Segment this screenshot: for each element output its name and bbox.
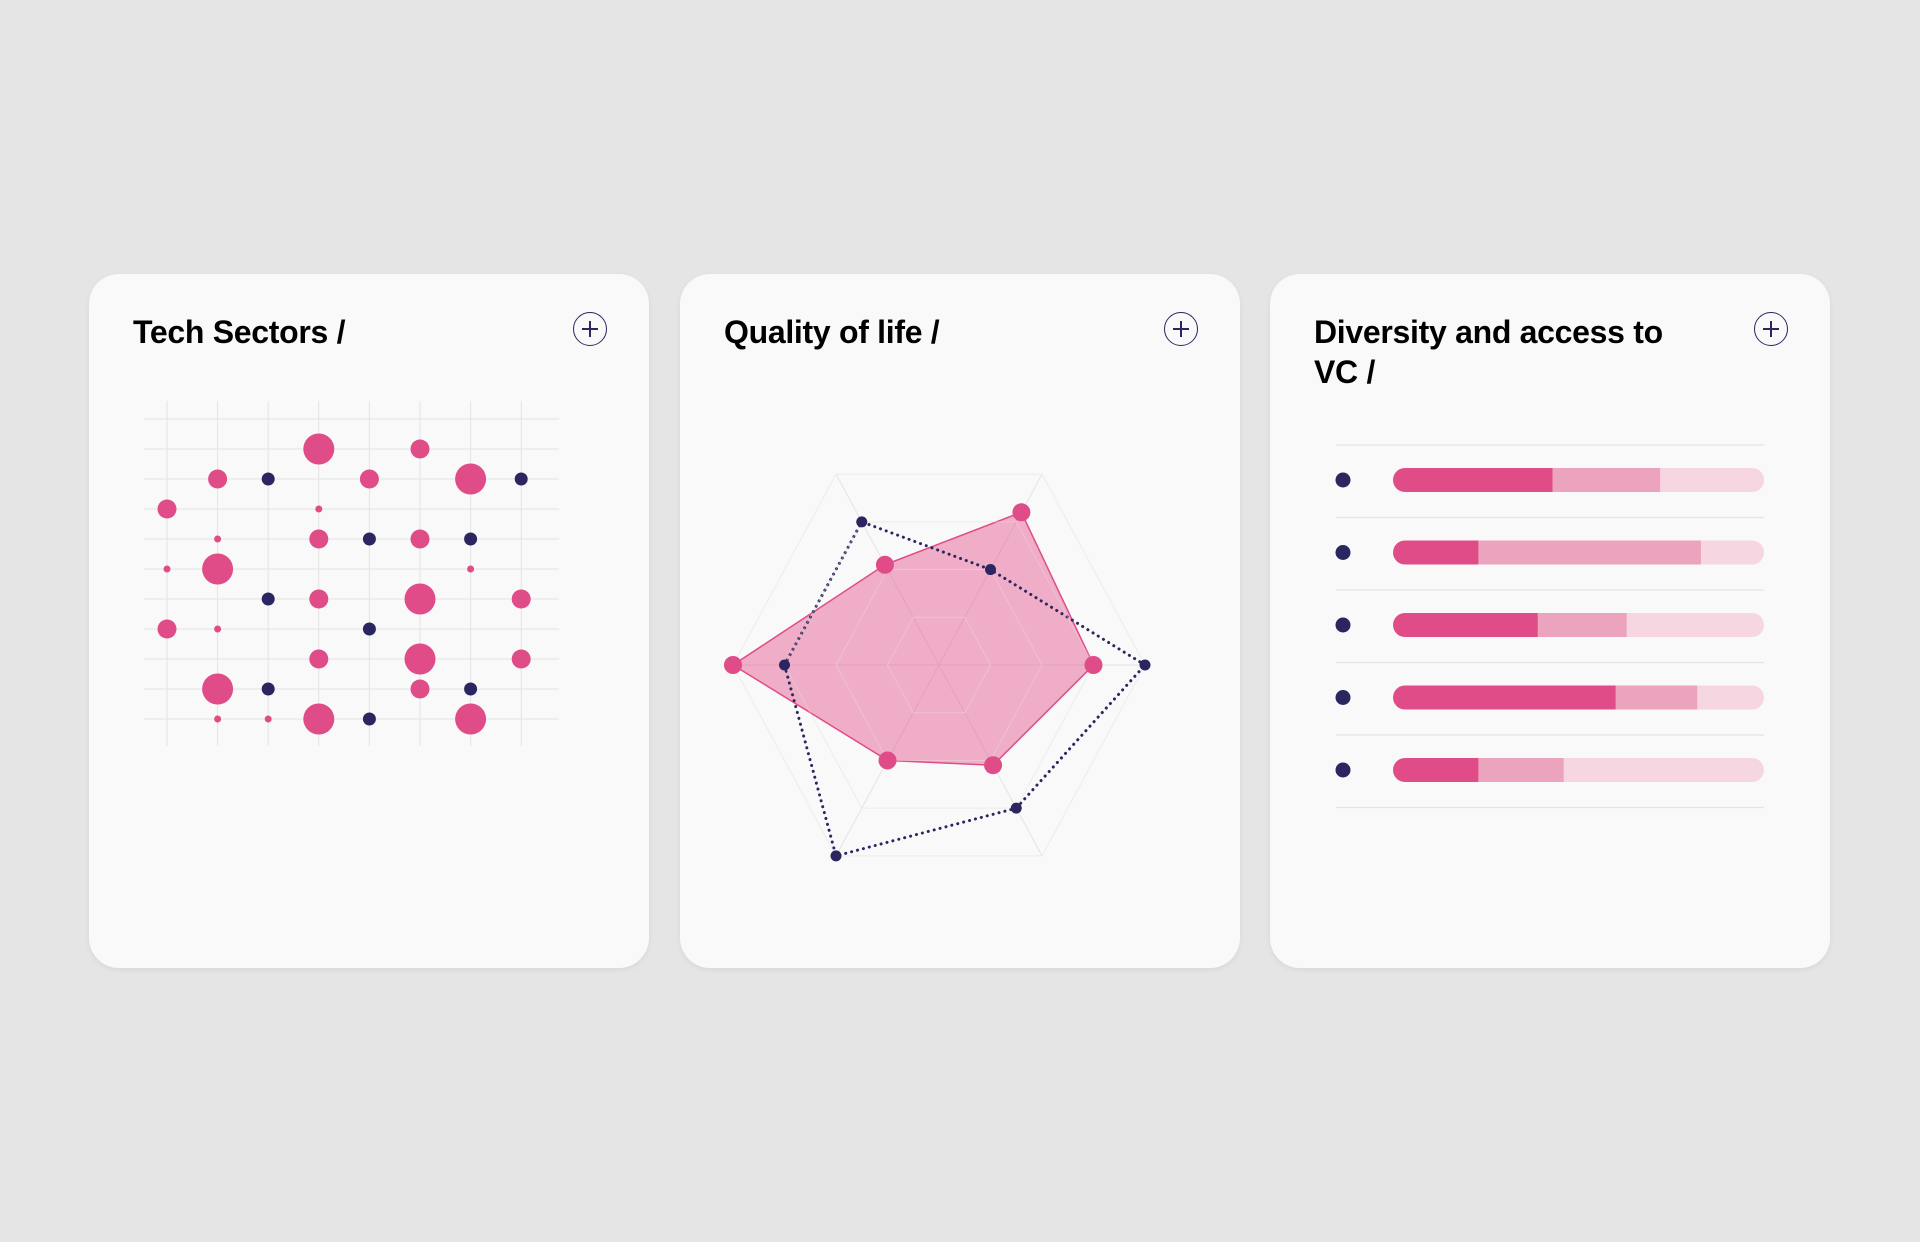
- bar-segment-pink_light: [1700, 540, 1764, 565]
- data-point-pink: [467, 565, 475, 573]
- data-point-pink: [309, 589, 329, 609]
- row-bullet-icon: [1335, 690, 1351, 705]
- data-point-pink: [202, 553, 234, 585]
- data-point-navy: [464, 532, 478, 546]
- data-point-pink: [359, 469, 379, 489]
- data-point-pink: [309, 649, 329, 669]
- data-point-pink: [404, 583, 436, 615]
- bar-segment-pink_light: [1697, 685, 1764, 710]
- data-point-pink: [157, 499, 177, 519]
- data-point-pink: [511, 649, 531, 669]
- row-bullet-icon: [1335, 472, 1351, 488]
- radar-area-pink: [731, 511, 1095, 766]
- bar-segment-pink: [1393, 468, 1554, 492]
- data-point-navy: [464, 682, 478, 696]
- tech-sectors-chart: [144, 401, 559, 746]
- bar-segment-pink_light: [1563, 758, 1764, 782]
- radar-point-navy: [856, 516, 868, 528]
- data-point-pink: [163, 565, 171, 573]
- row-bullet-icon: [1335, 617, 1351, 633]
- quality-of-life-chart: [724, 473, 1151, 862]
- data-point-pink: [455, 463, 487, 495]
- radar-point-navy: [779, 659, 790, 671]
- radar-ring-overlay: [886, 616, 992, 714]
- expand-plus-icon[interactable]: [1164, 312, 1198, 346]
- data-point-pink: [404, 643, 436, 675]
- data-point-pink: [303, 703, 335, 735]
- data-point-navy: [261, 592, 275, 606]
- data-point-pink: [157, 619, 177, 639]
- diversity-card: Diversity and access to VC /: [1270, 274, 1830, 968]
- data-point-navy: [514, 472, 528, 486]
- radar-point-pink: [1084, 656, 1103, 674]
- row-bullet-icon: [1335, 762, 1351, 778]
- data-point-pink: [208, 469, 228, 489]
- data-point-pink: [309, 529, 329, 549]
- data-point-pink: [455, 703, 487, 735]
- data-point-pink: [315, 505, 323, 513]
- data-point-pink: [410, 679, 430, 699]
- bar-segment-pink_light: [1626, 613, 1764, 637]
- data-point-navy: [362, 712, 376, 726]
- bar-segment-pink_mid: [1615, 685, 1698, 710]
- data-point-pink: [511, 589, 531, 609]
- radar-point-navy: [985, 564, 996, 576]
- radar-point-pink: [984, 756, 1003, 775]
- bar-segment-pink_light: [1660, 468, 1764, 492]
- radar-point-navy: [1010, 802, 1022, 814]
- bar-segment-pink: [1393, 613, 1539, 637]
- tech-sectors-card: Tech Sectors /: [89, 274, 649, 968]
- data-point-pink: [264, 715, 272, 723]
- data-point-pink: [214, 715, 222, 723]
- bar-segment-pink: [1393, 758, 1479, 782]
- expand-plus-icon[interactable]: [573, 312, 607, 346]
- diversity-chart: [1335, 444, 1764, 809]
- data-point-navy: [362, 532, 376, 546]
- data-point-pink: [410, 529, 430, 549]
- bar-segment-pink_mid: [1552, 468, 1661, 492]
- radar-point-pink: [875, 555, 894, 574]
- data-point-pink: [214, 625, 222, 633]
- data-point-pink: [202, 673, 234, 705]
- bar-segment-pink: [1393, 685, 1617, 710]
- data-point-pink: [303, 433, 335, 465]
- data-point-navy: [261, 472, 275, 486]
- data-point-pink: [410, 439, 430, 459]
- data-point-navy: [362, 622, 376, 636]
- quality-of-life-card: Quality of life /: [680, 274, 1240, 968]
- radar-point-pink: [1012, 503, 1031, 522]
- card-title: Quality of life /: [724, 314, 940, 350]
- radar-point-pink: [878, 751, 897, 770]
- data-point-navy: [261, 682, 275, 696]
- expand-plus-icon[interactable]: [1754, 312, 1788, 346]
- card-title: Tech Sectors /: [133, 314, 346, 350]
- card-title: Diversity and access to VC /: [1314, 314, 1663, 390]
- bar-segment-pink_mid: [1478, 540, 1702, 565]
- radar-point-pink: [724, 656, 742, 674]
- radar-point-navy: [1139, 659, 1151, 671]
- radar-point-navy: [830, 850, 842, 862]
- bar-segment-pink_mid: [1478, 758, 1565, 782]
- bar-segment-pink_mid: [1537, 613, 1628, 637]
- data-point-pink: [214, 535, 222, 543]
- bar-segment-pink: [1393, 540, 1479, 565]
- row-bullet-icon: [1335, 545, 1351, 560]
